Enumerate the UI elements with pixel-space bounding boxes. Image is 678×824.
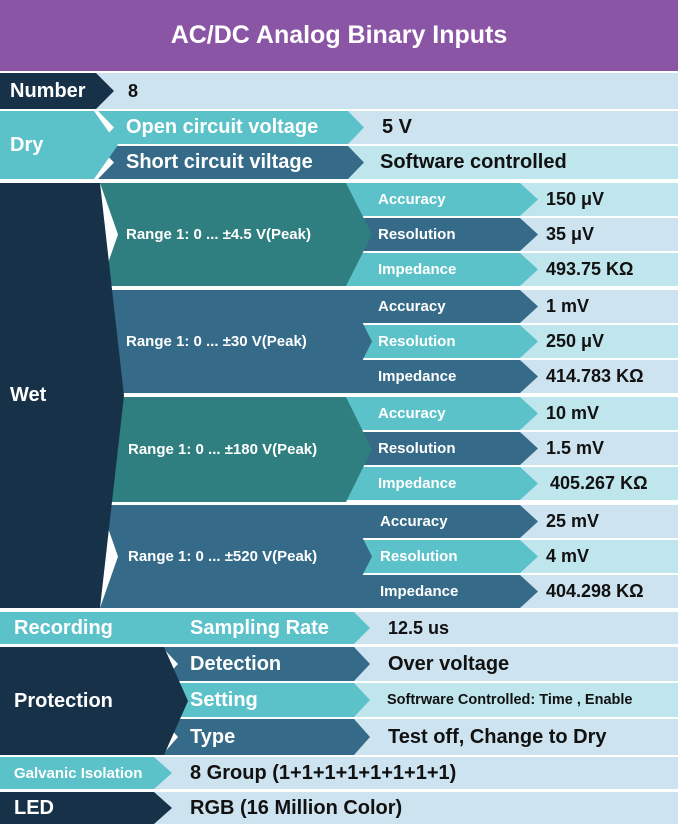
range2-resolution-value: 250 μV	[520, 325, 678, 358]
dry-short-circuit-label: Short circuit viltage	[98, 146, 364, 179]
dry-open-circuit-value: 5 V	[340, 111, 678, 144]
protection-label: Protection	[0, 647, 188, 755]
setting-label: Setting	[162, 683, 370, 717]
range3-accuracy-value: 10 mV	[520, 397, 678, 430]
page-title: AC/DC Analog Binary Inputs	[0, 0, 678, 71]
range2-resolution-label: Resolution	[346, 325, 538, 358]
recording-label: Recording	[0, 612, 184, 644]
range2-accuracy-value: 1 mV	[520, 290, 678, 323]
sampling-rate-value: 12.5 us	[346, 612, 678, 644]
range1-impedance-value: 493.75 KΩ	[520, 253, 678, 286]
led-label: LED	[0, 792, 172, 824]
range3-label: Range 1: 0 ... ±180 V(Peak)	[100, 397, 372, 502]
range1-label: Range 1: 0 ... ±4.5 V(Peak)	[100, 183, 372, 286]
type-label: Type	[162, 719, 370, 755]
dry-short-circuit-value: Software controlled	[340, 146, 678, 179]
range1-accuracy-value: 150 μV	[520, 183, 678, 216]
number-label: Number	[0, 73, 114, 109]
wet-label: Wet	[0, 183, 124, 608]
range2-impedance-label: Impedance	[346, 360, 538, 393]
range1-resolution-value: 35 μV	[520, 218, 678, 251]
range2-impedance-value: 414.783 KΩ	[520, 360, 678, 393]
dry-label: Dry	[0, 111, 118, 179]
range4-label: Range 1: 0 ... ±520 V(Peak)	[100, 505, 372, 608]
range1-accuracy-label: Accuracy	[346, 183, 538, 216]
range1-impedance-label: Impedance	[346, 253, 538, 286]
dry-open-circuit-label: Open circuit voltage	[98, 111, 364, 144]
led-value: RGB (16 Million Color)	[150, 792, 678, 824]
range3-accuracy-label: Accuracy	[346, 397, 538, 430]
range3-impedance-label: Impedance	[346, 467, 538, 500]
galvanic-isolation-label: Galvanic Isolation	[0, 757, 172, 789]
setting-value: Softrware Controlled: Time , Enable	[346, 683, 678, 717]
range4-resolution-label: Resolution	[346, 540, 538, 573]
range2-accuracy-label: Accuracy	[346, 290, 538, 323]
range4-impedance-value: 404.298 KΩ	[520, 575, 678, 608]
range2-label: Range 1: 0 ... ±30 V(Peak)	[100, 290, 372, 393]
range4-accuracy-value: 25 mV	[520, 505, 678, 538]
range3-resolution-value: 1.5 mV	[520, 432, 678, 465]
type-value: Test off, Change to Dry	[346, 719, 678, 755]
number-value: 8	[96, 73, 678, 109]
range3-impedance-value: 405.267 KΩ	[520, 467, 678, 500]
range4-accuracy-label: Accuracy	[346, 505, 538, 538]
detection-label: Detection	[162, 647, 370, 681]
detection-value: Over voltage	[346, 647, 678, 681]
range4-resolution-value: 4 mV	[520, 540, 678, 573]
galvanic-isolation-value: 8 Group (1+1+1+1+1+1+1+1)	[150, 757, 678, 789]
range1-resolution-label: Resolution	[346, 218, 538, 251]
sampling-rate-label: Sampling Rate	[162, 612, 370, 644]
range4-impedance-label: Impedance	[346, 575, 538, 608]
range3-resolution-label: Resolution	[346, 432, 538, 465]
